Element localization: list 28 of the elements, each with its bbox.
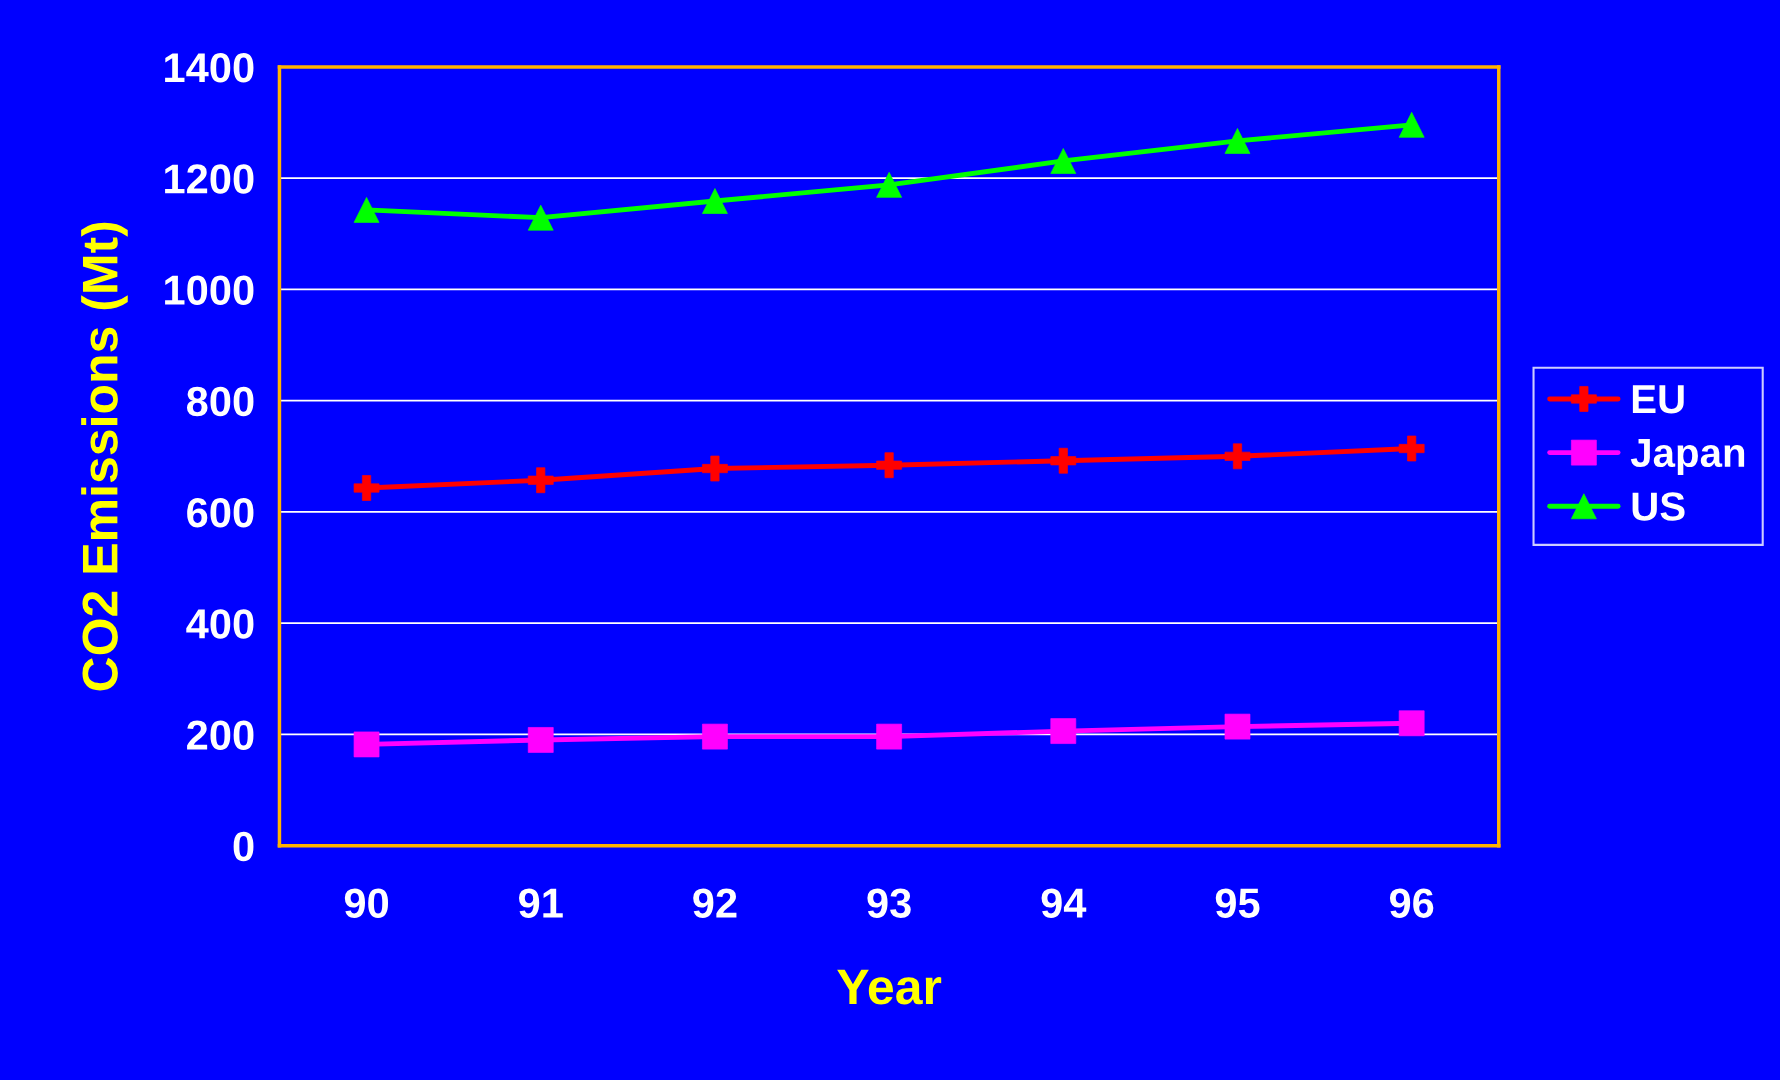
y-tick-label: 200 — [187, 720, 254, 750]
y-axis-title: CO2 Emissions (Mt) — [81, 222, 128, 691]
y-tick-label: 600 — [187, 497, 254, 528]
x-tick-label: 90 — [344, 888, 389, 918]
legend-label: EU — [1632, 385, 1684, 414]
point — [702, 455, 728, 482]
point — [353, 197, 380, 223]
x-tick-label: 96 — [1389, 888, 1434, 918]
legend-label: Japan — [1630, 439, 1745, 476]
y-tick-label: 1200 — [165, 164, 254, 194]
x-tick-label: 94 — [1041, 888, 1087, 918]
y-tick-label: 1400 — [165, 52, 254, 83]
point — [353, 475, 380, 501]
y-tick-label: 1000 — [165, 275, 254, 305]
point — [1224, 713, 1251, 740]
point — [353, 731, 380, 758]
point — [702, 723, 728, 750]
x-tick-label: 92 — [693, 888, 737, 918]
x-tick-label: 95 — [1215, 888, 1260, 918]
legend-label: US — [1632, 492, 1685, 521]
y-tick-label: 800 — [186, 386, 254, 417]
x-tick-label: 91 — [519, 888, 563, 918]
point — [702, 188, 728, 214]
y-tick-label: 400 — [186, 609, 254, 639]
x-tick-label: 93 — [867, 888, 911, 918]
point — [1398, 435, 1425, 462]
y-tick-label: 0 — [233, 831, 254, 862]
x-axis-title: Year — [837, 969, 942, 1005]
